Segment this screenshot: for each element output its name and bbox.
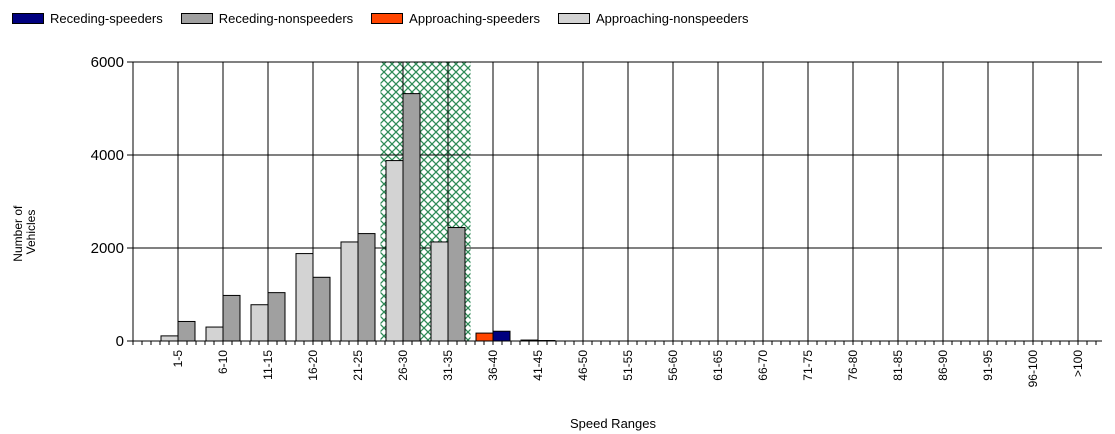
x-tick-label: 41-45 — [531, 350, 545, 381]
x-tick-label: 26-30 — [396, 350, 410, 381]
bar-receding-nonspeeders-16-20 — [312, 276, 331, 342]
y-axis-title-line-1: Number of — [11, 205, 25, 262]
bar-approaching-nonspeeders-26-30 — [385, 160, 404, 342]
bar-approaching-nonspeeders-21-25 — [340, 241, 359, 342]
x-tick-label: 71-75 — [801, 350, 815, 381]
y-tick-label: 4000 — [91, 147, 124, 164]
legend-item-receding-nonspeeders: Receding-nonspeeders — [180, 10, 354, 26]
legend-swatch-approaching-nonspeeders — [557, 12, 590, 24]
x-tick-label: 86-90 — [936, 350, 950, 381]
y-axis-title-line-2: Vehicles — [24, 210, 38, 255]
y-axis-title: Number of Vehicles — [11, 202, 38, 261]
bar-receding-nonspeeders-26-30 — [402, 93, 421, 342]
x-tick-label: 16-20 — [306, 350, 320, 381]
legend-item-receding-speeders: Receding-speeders — [12, 11, 163, 26]
bar-approaching-nonspeeders-6-10 — [205, 326, 224, 342]
x-tick-label: 1-5 — [171, 350, 185, 368]
y-tick-label: 2000 — [91, 240, 124, 257]
bar-approaching-nonspeeders-16-20 — [295, 253, 314, 342]
x-tick-label: 61-65 — [711, 350, 725, 381]
x-tick-label: 76-80 — [846, 350, 860, 381]
bar-receding-nonspeeders-11-15 — [267, 292, 286, 342]
bar-approaching-nonspeeders-11-15 — [250, 304, 269, 342]
bar-approaching-speeders-36-40 — [475, 332, 494, 342]
x-tick-label: 51-55 — [621, 350, 635, 381]
x-tick-label: 96-100 — [1026, 350, 1040, 388]
bar-receding-nonspeeders-21-25 — [357, 233, 376, 342]
x-tick-label: 56-60 — [666, 350, 680, 381]
bar-receding-nonspeeders-1-5 — [177, 320, 196, 342]
legend-swatch-approaching-speeders — [371, 12, 404, 24]
bar-receding-nonspeeders-31-35 — [447, 227, 466, 342]
bar-receding-speeders-36-40 — [492, 330, 511, 342]
bar-approaching-nonspeeders-31-35 — [430, 241, 449, 342]
x-tick-label: 81-85 — [891, 350, 905, 381]
bar-receding-nonspeeders-6-10 — [222, 294, 241, 342]
x-axis-title: Speed Ranges — [570, 416, 657, 431]
legend-label-receding-speeders: Receding-speeders — [50, 10, 163, 26]
legend-item-approaching-speeders: Approaching-speeders — [371, 11, 540, 26]
x-tick-label: >100 — [1071, 350, 1085, 377]
legend-swatch-receding-nonspeeders — [180, 12, 213, 24]
legend-label-receding-nonspeeders: Receding-nonspeeders — [218, 10, 354, 26]
x-tick-label: 36-40 — [486, 350, 500, 381]
y-tick-label: 6000 — [91, 54, 124, 71]
legend: Receding-speeders Receding-nonspeeders A… — [12, 8, 766, 28]
x-tick-label: 91-95 — [981, 350, 995, 381]
x-tick-label: 66-70 — [756, 350, 770, 381]
x-tick-label: 31-35 — [441, 350, 455, 381]
x-tick-label: 46-50 — [576, 350, 590, 381]
bar-approaching-nonspeeders-1-5 — [160, 335, 179, 342]
x-tick-label: 21-25 — [351, 350, 365, 381]
legend-swatch-receding-speeders — [12, 12, 44, 24]
legend-label-approaching-nonspeeders: Approaching-nonspeeders — [595, 10, 749, 26]
legend-label-approaching-speeders: Approaching-speeders — [409, 10, 540, 26]
x-tick-label: 6-10 — [216, 350, 230, 374]
y-tick-label: 0 — [116, 333, 124, 350]
legend-item-approaching-nonspeeders: Approaching-nonspeeders — [557, 10, 749, 26]
x-tick-label: 11-15 — [261, 350, 275, 380]
